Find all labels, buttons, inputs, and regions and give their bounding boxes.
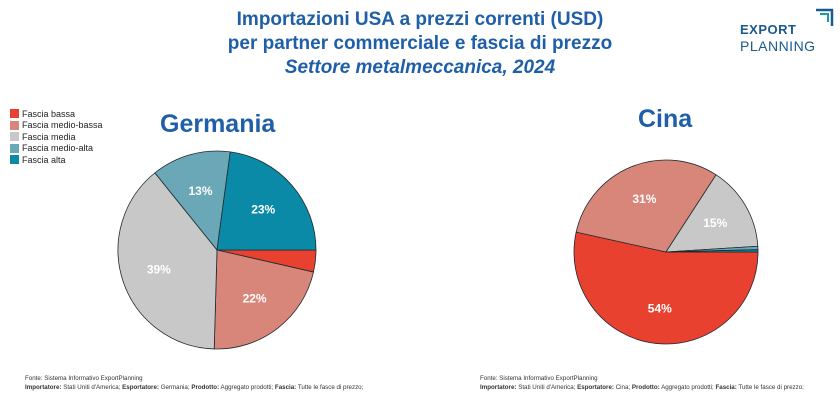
footer-right: Fonte: Sistema Informativo ExportPlannin… (480, 374, 804, 392)
exportplanning-logo: EXPORT PLANNING (740, 8, 835, 56)
legend-label: Fascia media (22, 131, 76, 142)
pie-title-cina: Cina (638, 105, 693, 133)
legend-swatch (10, 155, 19, 165)
data-label-fascia-media: 39% (147, 263, 171, 277)
pie-slice-fascia-alta (665, 249, 759, 253)
data-label-fascia-media: 15% (703, 216, 727, 230)
legend-label: Fascia bassa (22, 108, 76, 119)
pie-title-germania: Germania (160, 110, 276, 138)
legend-item-fascia-media: Fascia media (10, 131, 103, 143)
logo-word-export: EXPORT (740, 22, 797, 37)
footer-filters: Importatore: Stati Uniti d'America; Espo… (25, 384, 364, 391)
footer-filters: Importatore: Stati Uniti d'America; Espo… (480, 384, 804, 391)
pie-slice-fascia-media (117, 172, 218, 350)
legend-item-fascia-alta: Fascia alta (10, 154, 103, 166)
data-label-fascia-bassa: 54% (648, 302, 672, 316)
pie-cina: 54% 31% 15% (573, 159, 759, 345)
legend-item-fascia-medio-bassa: Fascia medio-bassa (10, 120, 103, 132)
pie-slice-fascia-alta (216, 151, 317, 251)
logo-arrow-icon (816, 8, 834, 26)
logo-word-planning: PLANNING (740, 38, 816, 54)
title-line-2: per partner commerciale e fascia di prez… (227, 33, 613, 54)
data-label-fascia-medio-bassa: 31% (632, 192, 656, 206)
footer-source: Fonte: Sistema Informativo ExportPlannin… (25, 375, 143, 382)
legend-item-fascia-bassa: Fascia bassa (10, 108, 103, 120)
chart-subtitle: Settore metalmeccanica, 2024 (284, 57, 556, 78)
legend-label: Fascia medio-alta (22, 143, 94, 154)
legend-label: Fascia alta (22, 154, 66, 165)
pie-slice-fascia-medio-bassa (213, 249, 314, 350)
legend-swatch (10, 132, 19, 142)
chart-main-title: Importazioni USA a prezzi correnti (USD)… (150, 8, 690, 80)
pie-slice-fascia-medio-alta (154, 150, 231, 251)
title-line-1: Importazioni USA a prezzi correnti (USD) (236, 9, 604, 30)
pie-germania: 22% 39% 13% 23% (117, 150, 317, 350)
legend-label: Fascia medio-bassa (22, 120, 103, 131)
data-label-fascia-alta: 23% (251, 203, 275, 217)
pie-slice-fascia-bassa (573, 231, 759, 345)
data-label-fascia-medio-alta: 13% (189, 184, 213, 198)
data-label-fascia-medio-bassa: 22% (243, 292, 267, 306)
legend-swatch (10, 120, 19, 130)
footer-left: Fonte: Sistema Informativo ExportPlannin… (25, 374, 363, 392)
pie-slice-fascia-media (665, 174, 759, 253)
pie-slice-fascia-medio-bassa (575, 159, 717, 253)
legend: Fascia bassa Fascia medio-bassa Fascia m… (10, 108, 103, 166)
footer-source: Fonte: Sistema Informativo ExportPlannin… (480, 375, 598, 382)
legend-swatch (10, 109, 19, 119)
legend-swatch (10, 143, 19, 153)
legend-item-fascia-medio-alta: Fascia medio-alta (10, 143, 103, 155)
